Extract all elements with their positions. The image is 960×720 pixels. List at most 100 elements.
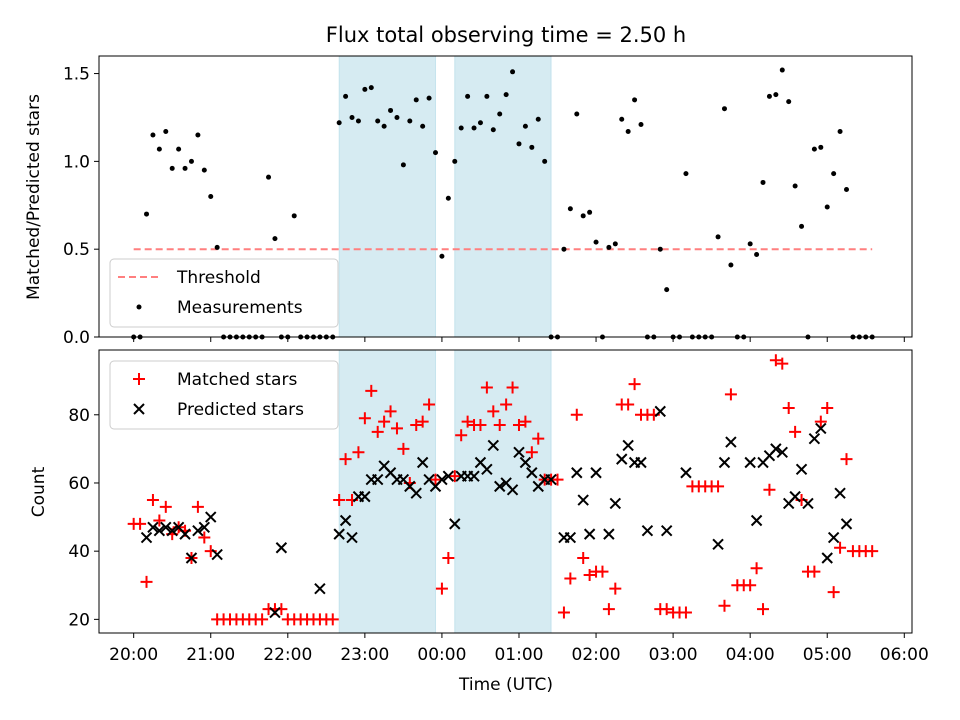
measurement-point — [458, 125, 464, 131]
predicted-star-point — [770, 443, 782, 455]
predicted-star-point — [160, 521, 172, 534]
measurement-point — [638, 121, 644, 127]
predicted-star-point — [603, 528, 615, 540]
legend-threshold-label: Threshold — [176, 268, 261, 288]
measurement-point — [612, 241, 618, 247]
predicted-star-point — [744, 456, 756, 469]
predicted-star-point — [564, 531, 577, 544]
measurement-point — [529, 144, 535, 150]
matched-star-point — [577, 551, 590, 564]
measurement-point — [188, 158, 194, 164]
measurement-point — [587, 209, 593, 215]
measurement-point — [169, 165, 175, 171]
ratio-legend: Threshold Measurements — [109, 258, 339, 328]
matched-star-point — [339, 453, 352, 466]
x-tick-label: 05:00 — [803, 645, 852, 665]
matched-star-point — [480, 381, 493, 394]
matched-star-point — [628, 378, 641, 391]
axis-ticks: 0.0 0.5 1.0 1.5 — [63, 65, 905, 348]
measurement-point — [792, 183, 798, 189]
matched-star-point — [442, 551, 455, 564]
matched-star-point — [333, 494, 346, 507]
highlight-band — [454, 349, 552, 634]
predicted-star-point — [147, 521, 159, 534]
matched-star-point — [487, 405, 500, 418]
predicted-star-point — [789, 490, 801, 503]
matched-star-point — [602, 603, 615, 616]
matched-star-point — [769, 354, 782, 367]
matched-star-point — [744, 579, 757, 592]
measurement-point — [144, 211, 150, 217]
measurement-point — [728, 262, 734, 268]
matched-star-point — [750, 562, 763, 575]
matched-star-point — [551, 473, 564, 486]
matched-star-point — [808, 565, 821, 578]
predicted-star-point — [494, 480, 506, 493]
measurement-point — [375, 118, 381, 124]
matched-star-point — [397, 442, 410, 455]
measurement-point — [426, 95, 432, 101]
predicted-star-point — [436, 473, 448, 486]
measurement-point — [208, 194, 214, 199]
measurement-point — [786, 99, 792, 105]
predicted-star-point — [371, 473, 384, 486]
y-tick-label: 1.5 — [63, 65, 90, 85]
measurement-point — [510, 69, 516, 75]
measurement-point — [381, 123, 387, 129]
legend-matched-swatch — [133, 373, 145, 385]
measurement-point — [201, 167, 207, 173]
legend-matched-label: Matched stars — [177, 370, 297, 390]
measurement-point — [811, 146, 817, 152]
matched-star-point — [622, 398, 635, 411]
matched-star-point — [416, 415, 429, 428]
matched-star-point — [365, 384, 378, 397]
y-tick-label: 40 — [68, 542, 90, 562]
x-tick-label: 06:00 — [880, 645, 929, 665]
predicted-star-point — [506, 484, 519, 496]
predicted-star-point — [205, 511, 217, 523]
predicted-star-point — [519, 456, 532, 469]
measurement-point — [349, 114, 355, 120]
measurement-point — [760, 179, 766, 185]
predicted-star-point — [468, 470, 480, 482]
measurement-point — [818, 144, 824, 150]
counts-panel: 20:00 21:00 22:00 23:00 00:00 01:00 02:00 03:00… — [29, 349, 929, 665]
matched-star-point — [352, 446, 365, 459]
measurement-point — [452, 158, 458, 164]
chart-title: Flux total observing time = 2.50 h — [326, 23, 686, 47]
x-tick-label: 22:00 — [263, 645, 312, 665]
matched-star-point — [191, 500, 204, 513]
matched-star-point — [256, 613, 269, 626]
predicted-star-point — [718, 456, 731, 469]
x-tick-label: 21:00 — [186, 645, 235, 665]
x-tick-label: 04:00 — [726, 645, 775, 665]
matched-star-point — [718, 599, 731, 612]
measurement-point — [683, 171, 689, 177]
matched-star-point — [866, 545, 879, 558]
predicted-star-point — [712, 538, 724, 551]
measurement-point — [163, 129, 169, 135]
highlight-band — [338, 55, 437, 338]
measurement-point — [484, 93, 490, 99]
matched-star-point — [525, 446, 538, 459]
measurement-point — [606, 244, 612, 250]
predicted-star-point — [449, 518, 461, 530]
predicted-star-point — [660, 525, 673, 537]
matched-star-point — [763, 483, 776, 496]
measurement-point — [754, 251, 760, 257]
x-tick-label: 00:00 — [417, 645, 466, 665]
predicted-star-point — [359, 490, 371, 503]
matched-star-point — [153, 514, 166, 527]
predicted-star-point — [339, 514, 352, 527]
measurement-point — [561, 246, 567, 252]
counts-ylabel: Count — [29, 466, 49, 517]
measurement-point — [593, 239, 599, 245]
matched-star-point — [596, 565, 609, 578]
matched-star-point — [679, 606, 692, 619]
predicted-star-point — [166, 525, 178, 537]
measurement-point — [336, 120, 342, 126]
predicted-star-point — [545, 473, 557, 486]
matched-star-point — [474, 419, 487, 432]
